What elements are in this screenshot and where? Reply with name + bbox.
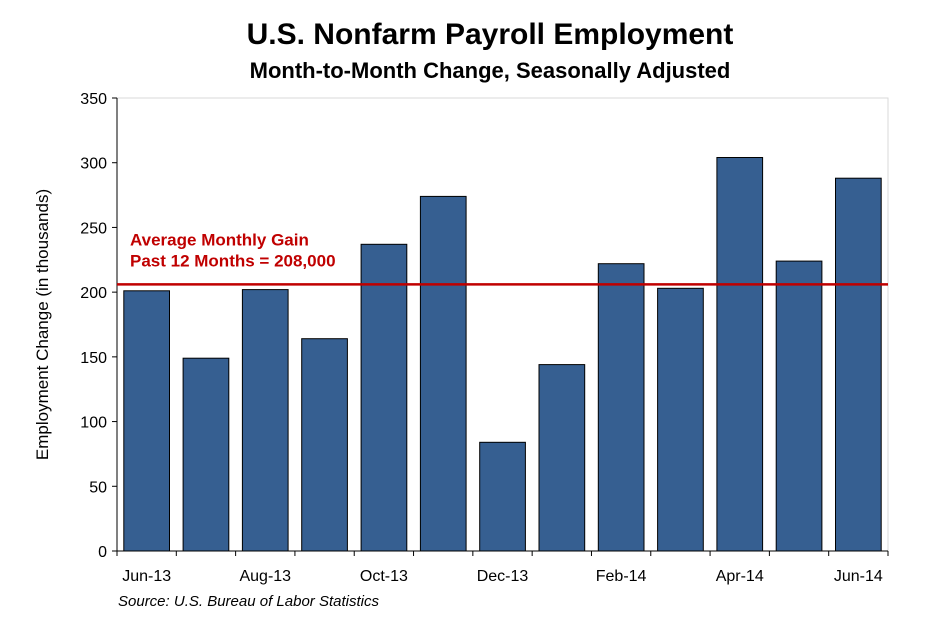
chart-subtitle: Month-to-Month Change, Seasonally Adjust…	[249, 58, 731, 83]
bars-group	[123, 157, 882, 552]
bar-Sep-13	[301, 338, 348, 552]
y-tick-label: 300	[80, 156, 107, 173]
bar-Mar-14	[657, 287, 704, 552]
y-tick-label: 0	[98, 544, 107, 561]
x-tick-label: Oct-13	[360, 568, 408, 585]
reference-line-label-1: Average Monthly Gain	[130, 230, 309, 249]
x-tick-label: Dec-13	[477, 568, 529, 585]
bar-Jan-14	[538, 364, 586, 552]
y-tick-label: 50	[89, 479, 107, 496]
bar-Aug-13	[241, 289, 289, 552]
bar-May-14	[775, 260, 823, 552]
bar-Jun-14	[835, 177, 882, 552]
y-axis-label: Employment Change (in thousands)	[33, 189, 52, 460]
x-tick-label: Jun-14	[834, 568, 883, 585]
chart-title: U.S. Nonfarm Payroll Employment	[246, 18, 734, 51]
x-tick-label: Jun-13	[122, 568, 171, 585]
bar-Apr-14	[716, 157, 764, 552]
bar-Dec-13	[479, 441, 526, 552]
x-axis: Jun-13 Aug-13 Oct-13 Dec-13 Feb-14 Apr-14 Jun-…	[116, 550, 889, 585]
y-tick-label: 200	[80, 285, 107, 302]
x-tick-label: Apr-14	[716, 568, 764, 585]
bar-Jul-13	[182, 357, 230, 552]
source-note: Source: U.S. Bureau of Labor Statistics	[118, 593, 379, 610]
x-tick-label: Aug-13	[239, 568, 291, 585]
bar-Nov-13	[419, 195, 467, 552]
bar-Feb-14	[597, 263, 645, 552]
bar-Oct-13	[360, 243, 408, 552]
reference-line-label-2: Past 12 Months = 208,000	[130, 251, 336, 270]
y-axis: 0 50 100 150 200 250 300 350	[80, 91, 118, 561]
y-tick-label: 100	[80, 415, 107, 432]
x-tick-label: Feb-14	[596, 568, 647, 585]
y-tick-label: 350	[80, 91, 107, 108]
bar-Jun-13	[123, 290, 171, 552]
y-tick-label: 150	[80, 350, 107, 367]
y-tick-label: 250	[80, 220, 107, 237]
